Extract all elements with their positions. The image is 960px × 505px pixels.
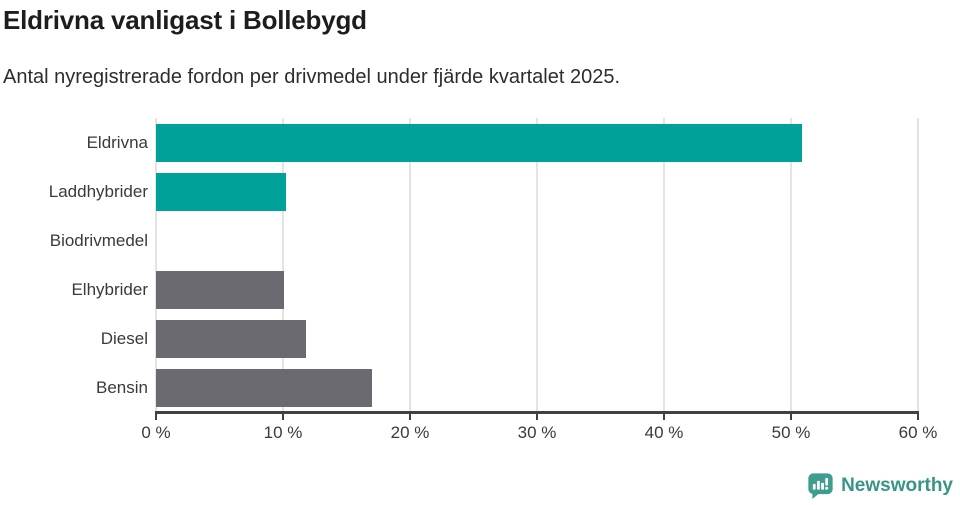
bar-eldrivna [156, 123, 803, 162]
x-tick-mark [790, 414, 792, 420]
bar-row [156, 363, 918, 412]
newsworthy-wordmark: Newsworthy [841, 475, 953, 496]
x-tick-label: 60 % [898, 423, 938, 442]
bar-laddhybrider [156, 172, 286, 211]
newsworthy-logo[interactable]: Newsworthy [807, 472, 953, 500]
gridline [663, 118, 665, 412]
x-tick-mark [155, 414, 157, 420]
x-axis-tick-labels: 0 % 10 % 20 % 30 % 40 % 50 % 60 % [141, 423, 937, 445]
gridline [536, 118, 538, 412]
x-tick-label: 40 % [644, 423, 684, 442]
x-tick-mark [409, 414, 411, 420]
category-label: Diesel [100, 328, 148, 348]
category-label: Bensin [96, 377, 148, 397]
x-tick-label: 20 % [390, 423, 430, 442]
bar-row [156, 118, 918, 167]
x-tick-label: 10 % [263, 423, 303, 442]
category-label: Eldrivna [86, 132, 148, 152]
category-label: Biodrivmedel [49, 230, 148, 250]
gridline [409, 118, 411, 412]
x-tick-label: 30 % [517, 423, 557, 442]
x-tick-mark [282, 414, 284, 420]
newsworthy-speech-bubble-chart-icon [808, 473, 833, 500]
gridline [790, 118, 792, 412]
category-label: Laddhybrider [48, 181, 148, 201]
category-label: Elhybrider [71, 279, 148, 299]
x-tick-mark [663, 414, 665, 420]
chart-title: Eldrivna vanligast i Bollebygd [3, 5, 367, 35]
x-tick-label: 0 % [141, 423, 171, 442]
bar-elhybrider [156, 270, 285, 309]
x-axis-line [155, 411, 919, 414]
bar-bensin [156, 368, 372, 407]
y-axis-category-labels: Eldrivna Laddhybrider Biodrivmedel Elhybrid… [0, 118, 148, 412]
plot-area [155, 118, 919, 412]
x-tick-mark [917, 414, 919, 420]
gridline [155, 118, 157, 412]
bar-row [156, 216, 918, 265]
bar-diesel [156, 319, 306, 358]
x-tick-mark [536, 414, 538, 420]
x-axis-ticks [155, 414, 919, 420]
gridline [282, 118, 284, 412]
gridline [917, 118, 919, 412]
x-tick-label: 50 % [771, 423, 811, 442]
bar-row [156, 167, 918, 216]
chart-subtitle: Antal nyregistrerade fordon per drivmede… [3, 66, 621, 88]
bar-row [156, 265, 918, 314]
bar-row [156, 314, 918, 363]
